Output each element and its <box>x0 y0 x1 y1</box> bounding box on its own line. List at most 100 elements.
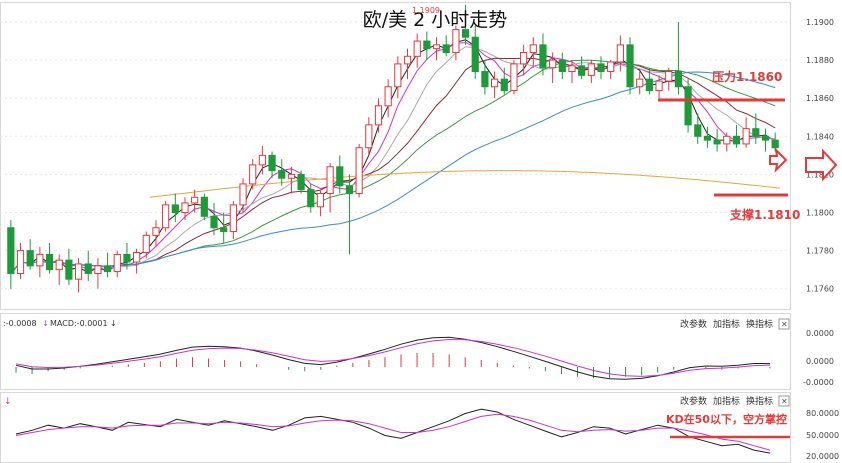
candle-body <box>297 173 305 191</box>
resistance-label: 压力1.1860 <box>712 69 782 84</box>
candle-body <box>103 265 112 273</box>
kd-switch-indicator-button[interactable]: 换指标 <box>746 395 773 407</box>
price-tick: 1.1860 <box>806 94 834 103</box>
candle-body <box>268 154 276 172</box>
candle-body <box>597 63 605 73</box>
macd-plot <box>15 336 771 380</box>
candle-body <box>239 183 247 206</box>
price-axis: 1.1900 1.1880 1.1860 1.1840 1.1820 1.1800 1.17… <box>806 18 834 294</box>
candle-body <box>452 29 460 53</box>
macd-switch-indicator-button[interactable]: 换指标 <box>746 318 773 330</box>
candle-body <box>645 78 653 92</box>
candle-body <box>142 234 150 254</box>
candle-body <box>287 173 296 179</box>
candle-body <box>674 71 683 88</box>
candle-body <box>171 204 179 214</box>
candle-body <box>694 124 702 137</box>
candle-body <box>713 139 721 145</box>
candle-body <box>326 166 334 194</box>
candle-body <box>461 29 470 38</box>
candle-body <box>761 135 770 141</box>
macd-close-button[interactable] <box>778 318 790 330</box>
candle-body <box>65 259 73 280</box>
macd-edit-params-button[interactable]: 改参数 <box>680 318 707 330</box>
macd-header-label: MACD:-0.0001 <box>50 319 108 328</box>
candle-body <box>229 204 237 233</box>
candle-body <box>316 192 325 208</box>
candle-body <box>355 147 363 194</box>
price-grid <box>0 21 790 290</box>
candle-body <box>442 44 450 53</box>
candle-body <box>723 135 731 145</box>
candle-body <box>181 202 189 214</box>
macd-add-indicator-button[interactable]: 加指标 <box>713 318 740 330</box>
candle-body <box>26 250 34 267</box>
candle-body <box>220 227 228 233</box>
candle-body <box>45 253 54 271</box>
kd-down-icon: ↓ <box>4 397 12 407</box>
candle-body <box>384 86 392 107</box>
candle-body <box>578 65 586 76</box>
macd-dea-line <box>15 338 771 377</box>
price-tick: 1.1760 <box>806 285 834 294</box>
candle-body <box>133 252 141 263</box>
candle-body <box>307 189 315 208</box>
kd-d-line <box>15 413 771 451</box>
candle-body <box>423 40 431 50</box>
candle-body <box>558 59 566 73</box>
macd-tick-bottom: -0.0000 <box>803 378 834 387</box>
candle-body <box>500 78 508 92</box>
macd-down-icon-2: ↓ <box>110 319 117 328</box>
price-tick: 1.1800 <box>806 209 834 218</box>
kd-k-line <box>15 408 771 454</box>
macd-dif-line <box>15 336 771 380</box>
candle-body <box>36 253 44 267</box>
candle-body <box>616 44 624 63</box>
ma-20-line <box>10 59 776 274</box>
down-arrow-icon <box>769 147 788 173</box>
candle-body <box>403 55 412 65</box>
price-tick: 1.1880 <box>806 56 834 65</box>
candle-body <box>655 80 663 92</box>
candle-body <box>607 61 615 73</box>
candle-body <box>152 227 160 236</box>
candle-body <box>626 44 634 88</box>
candle-body <box>55 259 63 271</box>
price-tick: 1.1780 <box>806 247 834 256</box>
candle-body <box>191 196 199 204</box>
macd-panel-frame <box>0 313 791 390</box>
candle-body <box>510 63 518 92</box>
candle-body <box>162 204 170 229</box>
support-label: 支撑1.1810 <box>729 207 800 222</box>
kd-close-button[interactable] <box>778 395 790 407</box>
candles <box>7 4 779 293</box>
candle-body <box>529 44 537 53</box>
ma-short-line <box>10 39 776 274</box>
right-arrow-icon <box>805 148 838 182</box>
candle-body <box>258 154 266 166</box>
candle-body <box>539 44 547 69</box>
kd-tick-80: 80.0000 <box>806 409 839 418</box>
candle-body <box>432 44 441 50</box>
candle-body <box>7 227 15 274</box>
ma-long-line <box>149 170 781 198</box>
kd-add-indicator-button[interactable]: 加指标 <box>713 395 740 407</box>
kd-edit-params-button[interactable]: 改参数 <box>680 395 707 407</box>
candle-body <box>742 128 750 145</box>
candle-body <box>16 250 25 274</box>
price-tick: 1.1840 <box>806 132 834 141</box>
candle-body <box>665 71 673 82</box>
candle-body <box>413 40 421 57</box>
peak-label: 1.1909 <box>412 6 440 15</box>
macd-header-value: :-0.0008 <box>3 319 37 328</box>
candle-body <box>365 124 373 149</box>
candle-body <box>249 164 257 185</box>
price-tick: 1.1820 <box>806 170 834 179</box>
candle-body <box>481 71 489 88</box>
candle-body <box>684 86 692 126</box>
candle-body <box>520 51 528 65</box>
price-panel-frame <box>0 2 791 310</box>
candle-body <box>771 139 779 149</box>
candle-body <box>200 196 208 217</box>
ma-35-line <box>10 71 776 274</box>
